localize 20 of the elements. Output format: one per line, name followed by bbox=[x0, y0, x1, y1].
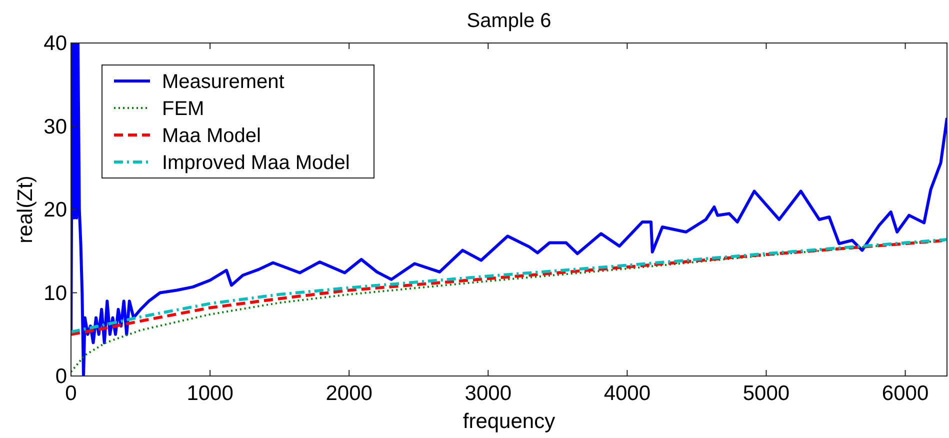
legend-label: Improved Maa Model bbox=[162, 152, 350, 174]
x-axis-title: frequency bbox=[462, 410, 556, 433]
y-tick-label: 0 bbox=[55, 365, 67, 388]
line-series bbox=[71, 43, 947, 376]
chart-title: Sample 6 bbox=[466, 10, 552, 32]
legend-label: Maa Model bbox=[162, 125, 261, 147]
x-tick-label: 5000 bbox=[742, 382, 790, 405]
y-tick-label: 10 bbox=[44, 282, 67, 305]
x-tick-label: 3000 bbox=[464, 382, 512, 405]
legend-label: Measurement bbox=[162, 71, 285, 93]
x-tick-label: 1000 bbox=[186, 382, 234, 405]
x-tick-label: 2000 bbox=[326, 382, 372, 405]
y-tick-label: 20 bbox=[44, 198, 67, 222]
y-tick-label: 40 bbox=[44, 32, 67, 55]
line-series bbox=[71, 239, 947, 373]
y-axis-title: real(Zt) bbox=[14, 176, 37, 244]
y-tick-label: 30 bbox=[44, 115, 67, 138]
x-tick-label: 4000 bbox=[604, 382, 651, 405]
x-tick-label: 6000 bbox=[882, 382, 929, 405]
legend-label: FEM bbox=[162, 98, 204, 120]
